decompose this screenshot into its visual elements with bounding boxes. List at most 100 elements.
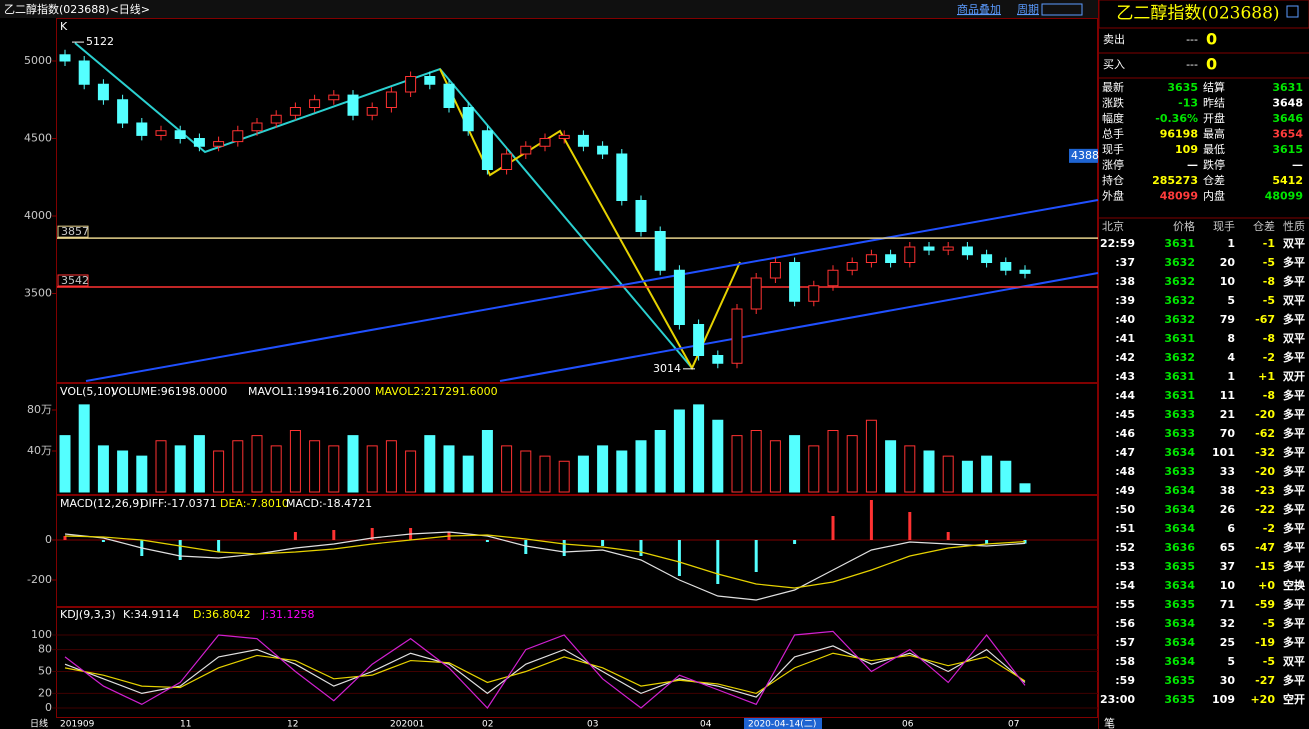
vol-field: MAVOL2:217291.6000	[375, 385, 498, 398]
candle	[577, 134, 589, 147]
tick-cell: -5	[1263, 294, 1275, 307]
volume-bar	[481, 430, 493, 493]
candle	[961, 246, 973, 256]
price-tick-label: 4500	[24, 132, 52, 145]
quote-value: -13	[1178, 97, 1198, 110]
quote-value: —	[1292, 159, 1303, 172]
date-label: 11	[180, 720, 191, 729]
quote-label: 最高	[1203, 127, 1225, 141]
tick-cell: 3632	[1164, 294, 1195, 307]
tick-cell: 70	[1220, 427, 1236, 440]
date-label: 07	[1008, 720, 1019, 729]
candle	[155, 130, 167, 136]
volume-bar	[827, 430, 839, 493]
volume-bar	[1000, 460, 1012, 493]
quote-value: 3654	[1272, 128, 1303, 141]
volume-bar	[520, 450, 532, 493]
tick-cell: 多平	[1283, 312, 1305, 326]
tick-cell: 3632	[1164, 275, 1195, 288]
quote-label: 昨结	[1203, 97, 1225, 110]
tick-cell: 79	[1220, 313, 1235, 326]
tick-cell: 37	[1220, 560, 1235, 573]
candle	[789, 262, 801, 302]
tick-cell: -62	[1255, 427, 1275, 440]
tick-cell: -2	[1263, 351, 1275, 364]
date-label: 06	[902, 720, 914, 729]
tick-cell: -8	[1263, 389, 1275, 402]
tick-cell: 3633	[1164, 465, 1195, 478]
tick-cell: :56	[1115, 617, 1135, 630]
candle	[97, 83, 109, 101]
level-box	[57, 225, 89, 238]
candle	[712, 355, 724, 364]
window-icon[interactable]	[1286, 5, 1299, 18]
tick-cell: 多平	[1283, 635, 1305, 649]
volume-bar	[769, 440, 781, 493]
volume-bar	[270, 445, 282, 493]
vol-field: MAVOL1:199416.2000	[248, 385, 371, 398]
tick-cell: :53	[1115, 560, 1135, 573]
title-bar	[0, 0, 1098, 18]
date-label: 03	[587, 720, 598, 729]
tick-cell: :58	[1115, 655, 1135, 668]
tick-cell: 1	[1227, 370, 1235, 383]
volume-bar	[577, 455, 589, 493]
volume-bar	[385, 440, 397, 493]
tick-cell: :49	[1115, 484, 1135, 497]
tick-cell: :59	[1115, 674, 1135, 687]
quote-label: 总手	[1102, 127, 1124, 141]
volume-bar	[366, 445, 378, 493]
quote-value: 48099	[1265, 190, 1303, 203]
quote-value: 5412	[1272, 174, 1303, 187]
tick-cell: 3631	[1164, 237, 1195, 250]
candle	[769, 262, 781, 279]
tick-cell: 1	[1227, 237, 1235, 250]
tick-cell: -8	[1263, 332, 1275, 345]
period-link[interactable]: 周期	[1017, 3, 1039, 16]
tick-cell: 空开	[1283, 692, 1305, 706]
quote-value: 48099	[1160, 190, 1198, 203]
tick-cell: 30	[1220, 674, 1236, 687]
quote-value: 3615	[1272, 143, 1303, 156]
tick-cell: 8	[1227, 332, 1235, 345]
tick-cell: :41	[1115, 332, 1135, 345]
tick-cell: 10	[1220, 579, 1236, 592]
overlay-link[interactable]: 商品叠加	[957, 2, 1001, 16]
candle	[558, 134, 570, 139]
price-marker: 4388	[1071, 149, 1099, 162]
tick-cell: -20	[1255, 408, 1275, 421]
candle	[232, 130, 244, 143]
kdj-field: J:31.1258	[261, 608, 314, 621]
tick-cell: 20	[1220, 256, 1236, 269]
tick-cell: :47	[1115, 446, 1135, 459]
tick-cell: -23	[1255, 484, 1275, 497]
k-line	[64, 645, 1026, 698]
candle	[1019, 269, 1031, 274]
candle	[501, 153, 513, 170]
quote-value: -0.36%	[1155, 112, 1198, 125]
kdj-tick-label: 100	[31, 628, 52, 641]
zoom-icons[interactable]	[1041, 3, 1083, 16]
volume-bar	[846, 435, 858, 493]
tick-cell: 11	[1220, 389, 1235, 402]
volume-bar	[347, 435, 359, 493]
candle	[213, 141, 225, 147]
quote-label: 开盘	[1203, 111, 1225, 125]
volume-bar	[78, 404, 90, 493]
tick-cell: 多平	[1283, 426, 1305, 440]
volume-bar	[405, 450, 417, 493]
tick-cell: 3634	[1164, 579, 1195, 592]
volume-bar	[654, 430, 666, 493]
candle	[539, 138, 551, 147]
volume-bar	[539, 455, 551, 493]
tick-cell: -27	[1255, 674, 1275, 687]
candle	[117, 99, 129, 124]
volume-bar	[961, 460, 973, 493]
volume-bar	[462, 455, 474, 493]
candle	[654, 231, 666, 271]
quote-title: 乙二醇指数(023688)	[1116, 4, 1279, 24]
macd-field: MACD:-18.4721	[286, 497, 372, 510]
tick-cell: -1	[1263, 237, 1275, 250]
candle	[251, 122, 263, 132]
